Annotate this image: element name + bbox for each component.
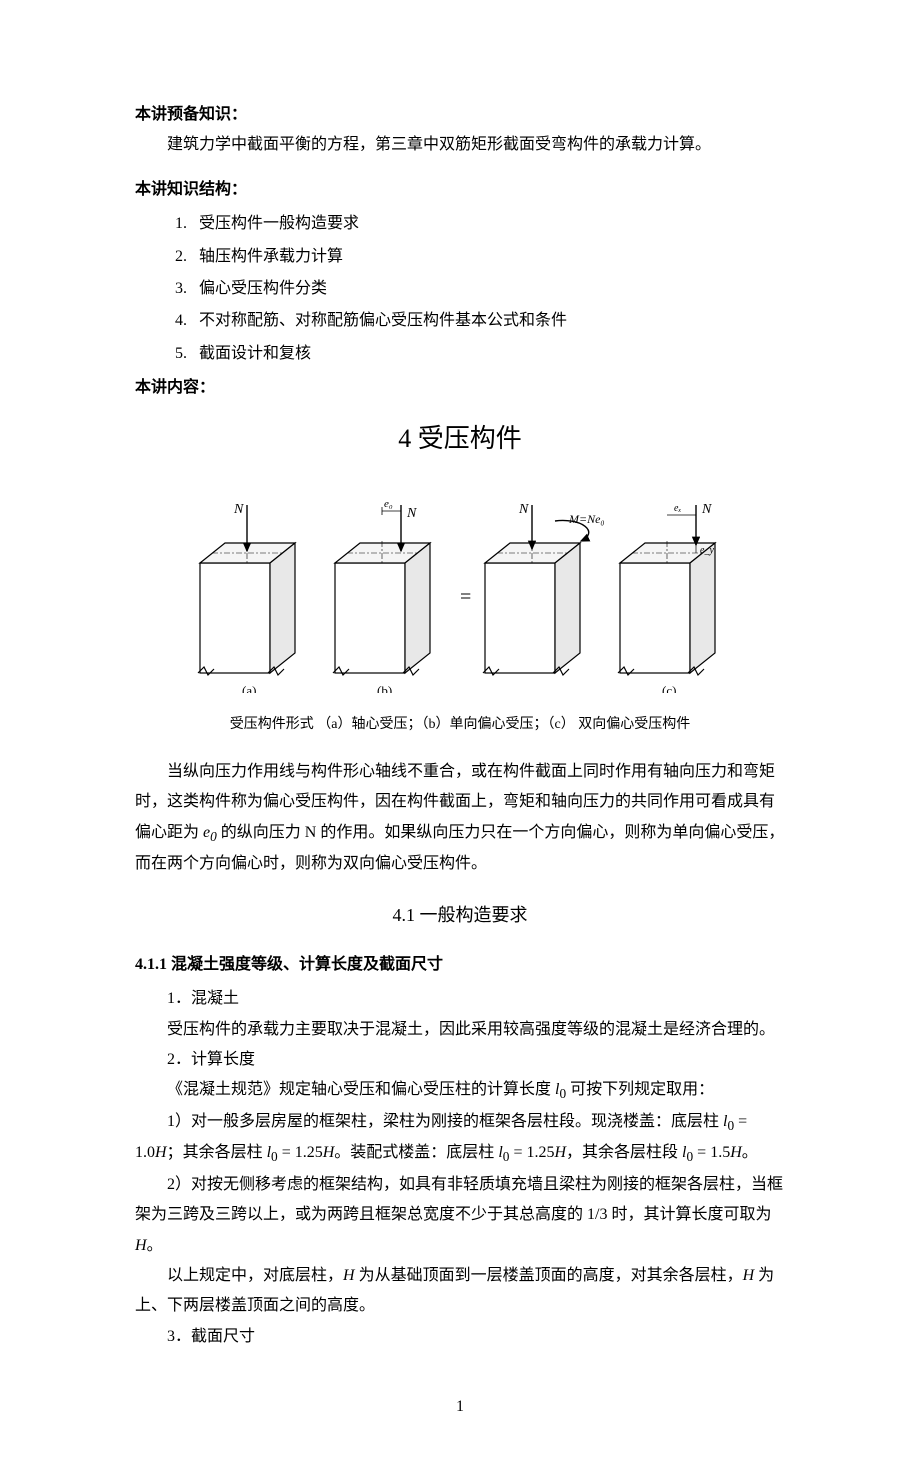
- section-4-1-title: 4.1 一般构造要求: [135, 898, 785, 932]
- svg-text:M=Ne₀: M=Ne₀: [568, 512, 605, 526]
- p-length-note: 以上规定中，对底层柱，H 为从基础顶面到一层楼盖顶面的高度，对其余各层柱，H 为…: [135, 1261, 785, 1322]
- p-concrete-body: 受压构件的承载力主要取决于混凝土，因此采用较高强度等级的混凝土是经济合理的。: [135, 1015, 785, 1045]
- para-eccentric-definition: 当纵向压力作用线与构件形心轴线不重合，或在构件截面上同时作用有轴向压力和弯矩时，…: [135, 757, 785, 880]
- svg-text:=: =: [460, 586, 471, 608]
- p-concrete-label: 1．混凝土: [135, 984, 785, 1014]
- svg-text:e₀: e₀: [384, 498, 393, 510]
- structure-heading: 本讲知识结构：: [135, 175, 785, 205]
- svg-text:(a): (a): [242, 683, 256, 693]
- figure-svg: N (a) N e₀ (b) = N M=Ne₀: [180, 493, 740, 693]
- svg-text:e_y: e_y: [700, 545, 714, 556]
- svg-text:N: N: [518, 502, 529, 517]
- svg-text:N: N: [406, 506, 417, 521]
- p-length-label: 2．计算长度: [135, 1045, 785, 1075]
- chapter-title: 4 受压构件: [135, 414, 785, 463]
- subsection-4-1-1-heading: 4.1.1 混凝土强度等级、计算长度及截面尺寸: [135, 950, 785, 980]
- content-heading: 本讲内容：: [135, 373, 785, 403]
- svg-text:N: N: [233, 502, 244, 517]
- prep-body: 建筑力学中截面平衡的方程，第三章中双筋矩形截面受弯构件的承载力计算。: [135, 130, 785, 160]
- list-item: 3. 偏心受压构件分类: [175, 274, 785, 304]
- figure-caption: 受压构件形式 （a）轴心受压；（b）单向偏心受压；（c） 双向偏心受压构件: [135, 712, 785, 739]
- figure-compression-members: N (a) N e₀ (b) = N M=Ne₀: [135, 493, 785, 704]
- list-item: 2. 轴压构件承载力计算: [175, 242, 785, 272]
- list-item: 4. 不对称配筋、对称配筋偏心受压构件基本公式和条件: [175, 306, 785, 336]
- svg-text:(b): (b): [377, 683, 392, 693]
- list-item: 1. 受压构件一般构造要求: [175, 209, 785, 239]
- svg-text:(c): (c): [662, 683, 676, 693]
- p-length-intro: 《混凝土规范》规定轴心受压和偏心受压柱的计算长度 l0 可按下列规定取用：: [135, 1075, 785, 1107]
- prep-heading: 本讲预备知识：: [135, 100, 785, 130]
- svg-text:eₓ: eₓ: [674, 503, 681, 514]
- list-item: 5. 截面设计和复核: [175, 339, 785, 369]
- p-section-size-label: 3．截面尺寸: [135, 1322, 785, 1352]
- svg-text:N: N: [701, 502, 712, 517]
- p-length-rule-1: 1）对一般多层房屋的框架柱，梁柱为刚接的框架各层柱段。现浇楼盖：底层柱 l0 =…: [135, 1107, 785, 1170]
- p-length-rule-2: 2）对按无侧移考虑的框架结构，如具有非轻质填充墙且梁柱为刚接的框架各层柱，当框架…: [135, 1170, 785, 1261]
- page-number: 1: [135, 1392, 785, 1422]
- structure-list: 1. 受压构件一般构造要求 2. 轴压构件承载力计算 3. 偏心受压构件分类 4…: [135, 209, 785, 369]
